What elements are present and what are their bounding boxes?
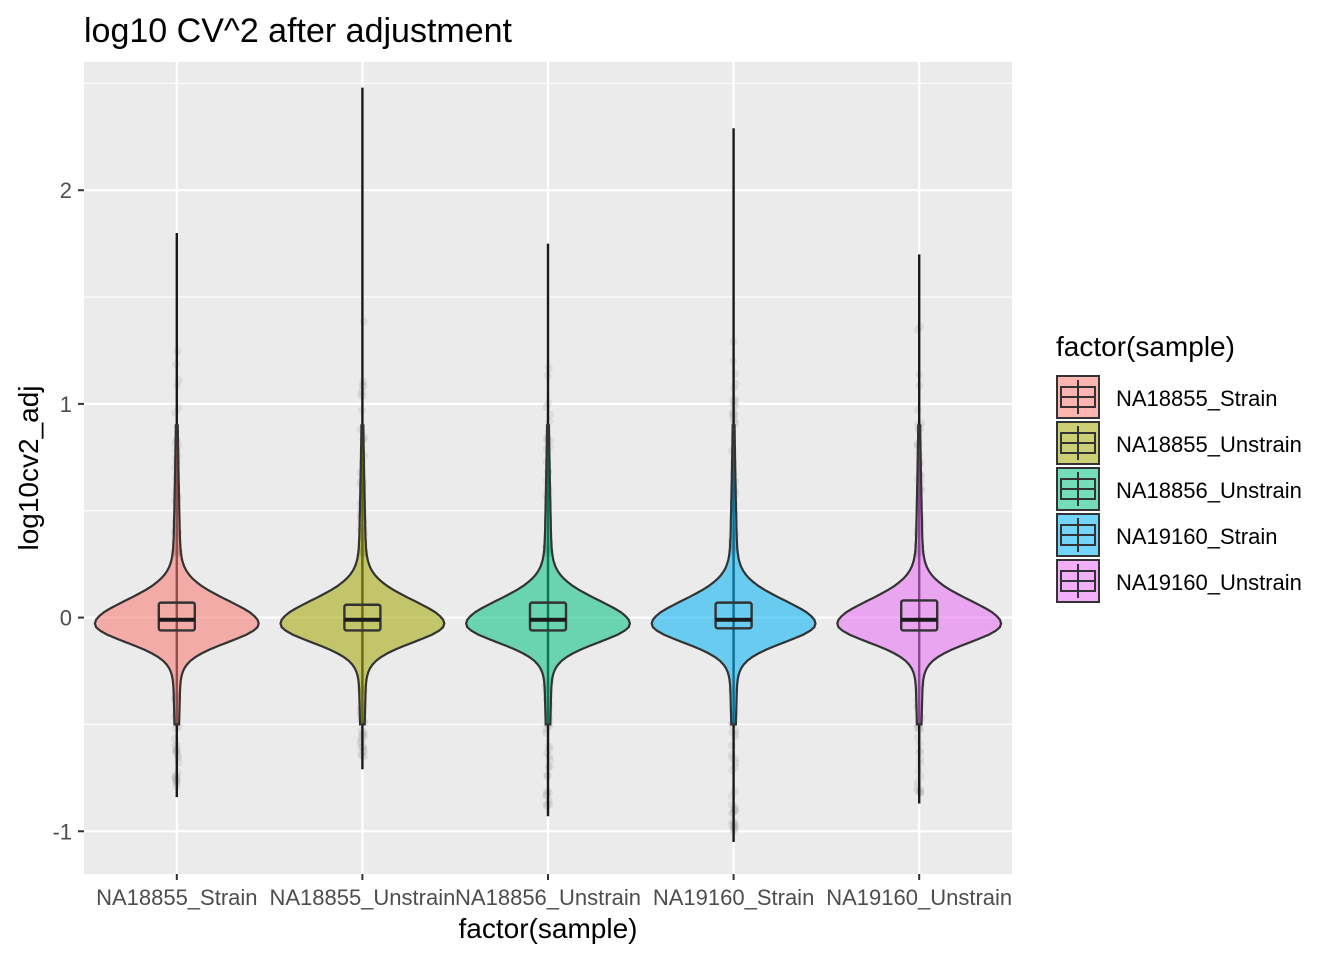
legend-title: factor(sample) [1056,331,1235,362]
y-axis-title: log10cv2_adj [13,385,44,550]
jitter-point [542,790,551,799]
violin-group [650,128,817,842]
y-tick-label: 1 [60,392,72,417]
jitter-point [359,732,368,741]
jitter-point [730,732,739,741]
violin-shape [464,424,632,726]
jitter-point [916,772,925,781]
y-axis: -1 0 1 2 [52,178,84,844]
chart-title: log10 CV^2 after adjustment [84,12,513,50]
y-tick-label: 0 [60,606,72,631]
legend-item: NA18855_Unstrain [1056,421,1302,465]
violin-group [279,87,446,770]
jitter-point [542,725,551,734]
violin-shape [650,424,817,726]
violin-group [93,232,260,798]
x-tick-label: NA19160_Strain [653,885,814,910]
jitter-point [545,800,554,809]
violin-group [464,243,632,817]
legend-label: NA18856_Unstrain [1116,478,1302,503]
jitter-point [731,369,740,378]
legend-label: NA19160_Unstrain [1116,570,1302,595]
jitter-point [356,391,365,400]
legend-item: NA19160_Unstrain [1056,559,1302,603]
jitter-point [916,322,925,331]
y-tick-label: -1 [52,819,72,844]
x-axis-title: factor(sample) [459,913,638,944]
legend-item: NA19160_Strain [1056,513,1277,557]
x-axis: NA18855_Strain NA18855_Unstrain NA18856_Un… [96,874,1012,910]
jitter-point [913,405,922,414]
violin-group [836,254,1003,804]
y-tick-label: 2 [60,178,72,203]
box [528,601,568,632]
legend-label: NA18855_Strain [1116,386,1277,411]
box [714,601,753,630]
violins [93,87,1003,842]
violin-shape [279,424,446,726]
legend-label: NA19160_Strain [1116,524,1277,549]
jitter-point [359,317,368,326]
legend-item: NA18855_Strain [1056,375,1277,419]
legend: factor(sample) NA18855_Strain NA18855_Uns… [1056,331,1302,603]
box [343,603,382,632]
violin-shape [836,424,1003,726]
jitter-point [913,733,922,742]
box [900,599,939,632]
x-tick-label: NA18855_Strain [96,885,257,910]
violin-shape [93,424,260,726]
x-tick-label: NA18856_Unstrain [455,885,641,910]
box [157,601,197,632]
legend-item: NA18856_Unstrain [1056,467,1302,511]
x-tick-label: NA18855_Unstrain [269,885,455,910]
x-tick-label: NA19160_Unstrain [826,885,1012,910]
legend-label: NA18855_Unstrain [1116,432,1302,457]
